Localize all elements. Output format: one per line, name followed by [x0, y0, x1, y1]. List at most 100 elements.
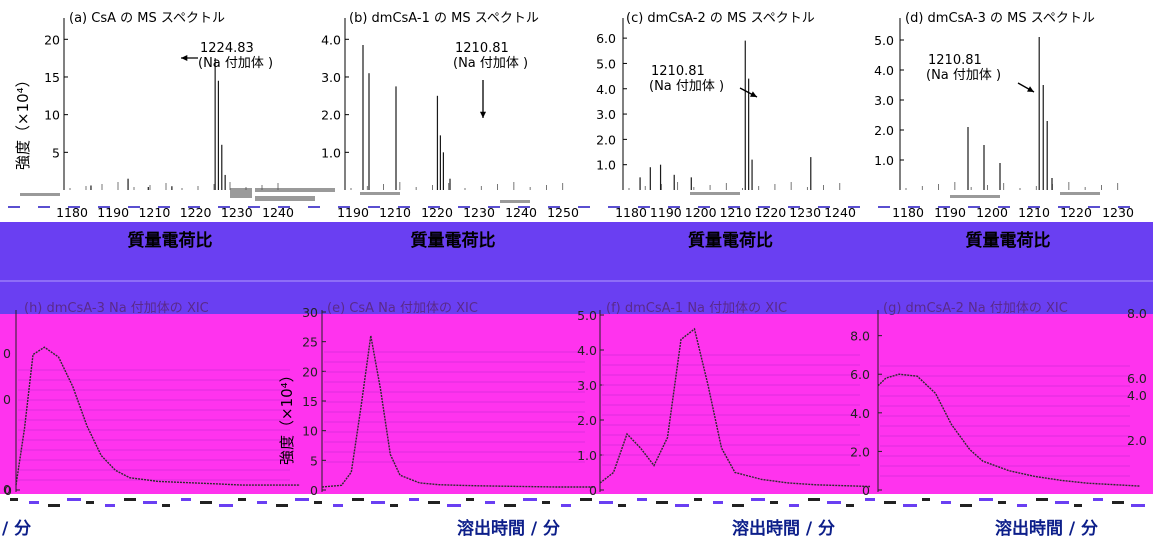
axis-artifact	[548, 206, 560, 208]
axis-artifact	[398, 206, 410, 208]
axis-artifact	[230, 188, 252, 198]
axis-artifact	[238, 498, 246, 501]
x-tick-label: 1190	[337, 205, 369, 220]
left-edge-tick-label: 0	[3, 346, 11, 361]
axis-artifact	[668, 206, 680, 208]
axis-artifact	[903, 504, 917, 507]
axis-artifact	[1118, 206, 1130, 208]
x-axis-label: 溶出時間 / 分	[995, 518, 1098, 539]
axis-artifact	[1088, 206, 1100, 208]
label-strip	[0, 514, 1153, 543]
axis-artifact	[1017, 504, 1027, 507]
xic-trace	[877, 373, 1141, 487]
y-tick-label: 10	[302, 424, 318, 439]
axis-artifact	[143, 501, 157, 504]
top-axis-strip	[0, 185, 1153, 223]
axis-artifact	[770, 501, 778, 504]
peak-mz-label: 1210.81	[651, 64, 705, 79]
axis-artifact	[922, 498, 930, 501]
x-tick-label: 1240	[824, 205, 856, 220]
axis-artifact	[124, 498, 136, 501]
axis-artifact	[578, 206, 590, 208]
x-tick-label: 1210	[720, 205, 752, 220]
axis-artifact	[848, 206, 860, 208]
y-tick-label: 2.0	[596, 132, 616, 147]
axis-artifact	[1055, 501, 1069, 504]
axis-artifact	[788, 206, 800, 208]
axis-artifact	[1112, 501, 1124, 504]
right-edge-tick-label: 4.0	[1127, 388, 1147, 403]
magenta-region	[0, 314, 1153, 514]
axis-artifact	[694, 498, 702, 501]
x-tick-label: 1190	[97, 205, 129, 220]
y-tick-label: 1.0	[874, 153, 894, 168]
y-tick-label: 1.0	[321, 145, 341, 160]
x-axis-label: 溶出時間 / 分	[457, 518, 560, 539]
ms-spectrum-panel: (b) dmCsA-1 の MS スペクトル 4.0 3.0 2.0 1.0 1210.8…	[321, 11, 579, 251]
axis-artifact	[675, 504, 689, 507]
axis-artifact	[428, 206, 440, 208]
xic-panel: (f) dmCsA-1 Na 付加体の XIC 5.0 4.0 3.0 2.0 1.0 0 溶…	[577, 301, 871, 539]
y-tick-label: 2.0	[577, 413, 597, 428]
axis-artifact	[458, 206, 470, 208]
purple-band	[0, 222, 1153, 314]
axis-artifact	[278, 206, 290, 208]
adduct-label: (Na 付加体 )	[453, 56, 528, 71]
axis-artifact	[618, 504, 626, 507]
axis-artifact	[884, 501, 896, 504]
axis-artifact	[846, 504, 854, 507]
axis-artifact	[758, 206, 770, 208]
y-tick-label: 20	[302, 364, 318, 379]
axis-artifact	[333, 504, 343, 507]
y-tick-label: 3.0	[874, 93, 894, 108]
axis-artifact	[561, 504, 571, 507]
ms-spectrum-panel: (a) CsA の MS スペクトル 20 15 10 5 1224.83(Na 付加体 …	[44, 11, 294, 251]
arrowhead	[479, 111, 487, 118]
adduct-label: (Na 付加体 )	[926, 68, 1001, 83]
axis-artifact	[128, 206, 140, 208]
axis-artifact	[67, 498, 81, 501]
axis-artifact	[1131, 504, 1145, 507]
axis-artifact	[368, 206, 380, 208]
axis-artifact	[878, 206, 890, 208]
axis-artifact	[162, 504, 170, 507]
axis-artifact	[200, 501, 212, 504]
axis-artifact	[1058, 206, 1070, 208]
x-tick-label: 1240	[262, 205, 294, 220]
axis-artifact	[637, 498, 647, 501]
y-tick-label: 5	[52, 145, 60, 160]
y-tick-label: 3.0	[577, 378, 597, 393]
ms-spectrum-panel: (d) dmCsA-3 の MS スペクトル 5.0 4.0 3.0 2.0 1.0 121…	[874, 11, 1134, 251]
x-tick-label: 1190	[650, 205, 682, 220]
panel-title: (d) dmCsA-3 の MS スペクトル	[905, 11, 1095, 26]
panel-title: (f) dmCsA-1 Na 付加体の XIC	[606, 301, 787, 316]
axis-artifact	[941, 501, 951, 504]
bottom-strip	[0, 494, 1153, 514]
panel-title: (e) CsA Na 付加体の XIC	[327, 301, 478, 316]
axis-artifact	[908, 206, 920, 208]
y-tick-label: 5.0	[874, 33, 894, 48]
y-tick-label: 1.0	[577, 448, 597, 463]
axis-artifact	[599, 501, 613, 504]
axis-artifact	[638, 206, 650, 208]
y-tick-label: 3.0	[596, 107, 616, 122]
x-tick-label: 1230	[1102, 205, 1134, 220]
x-tick-label: 1190	[934, 205, 966, 220]
left-edge-ticks: 0 0 0	[3, 346, 11, 497]
axis-artifact	[295, 498, 309, 501]
axis-artifact	[698, 206, 710, 208]
x-axis-label: 溶出時間 / 分	[732, 518, 835, 539]
y-tick-label: 15	[302, 394, 318, 409]
x-tick-label: 1230	[789, 205, 821, 220]
axis-artifact	[950, 195, 1000, 198]
y-tick-label: 25	[302, 335, 318, 350]
ms-spectrum-panel: (c) dmCsA-2 の MS スペクトル 6.0 5.0 4.0 3.0 2.0 1.0…	[596, 11, 856, 251]
axis-artifact	[466, 498, 474, 501]
axis-artifact	[751, 498, 765, 501]
x-tick-label: 1250	[547, 205, 579, 220]
xic-trace	[321, 335, 595, 488]
x-tick-label: 1210	[379, 205, 411, 220]
peak-mz-label: 1224.83	[200, 41, 254, 56]
x-tick-label: 1210	[1018, 205, 1050, 220]
